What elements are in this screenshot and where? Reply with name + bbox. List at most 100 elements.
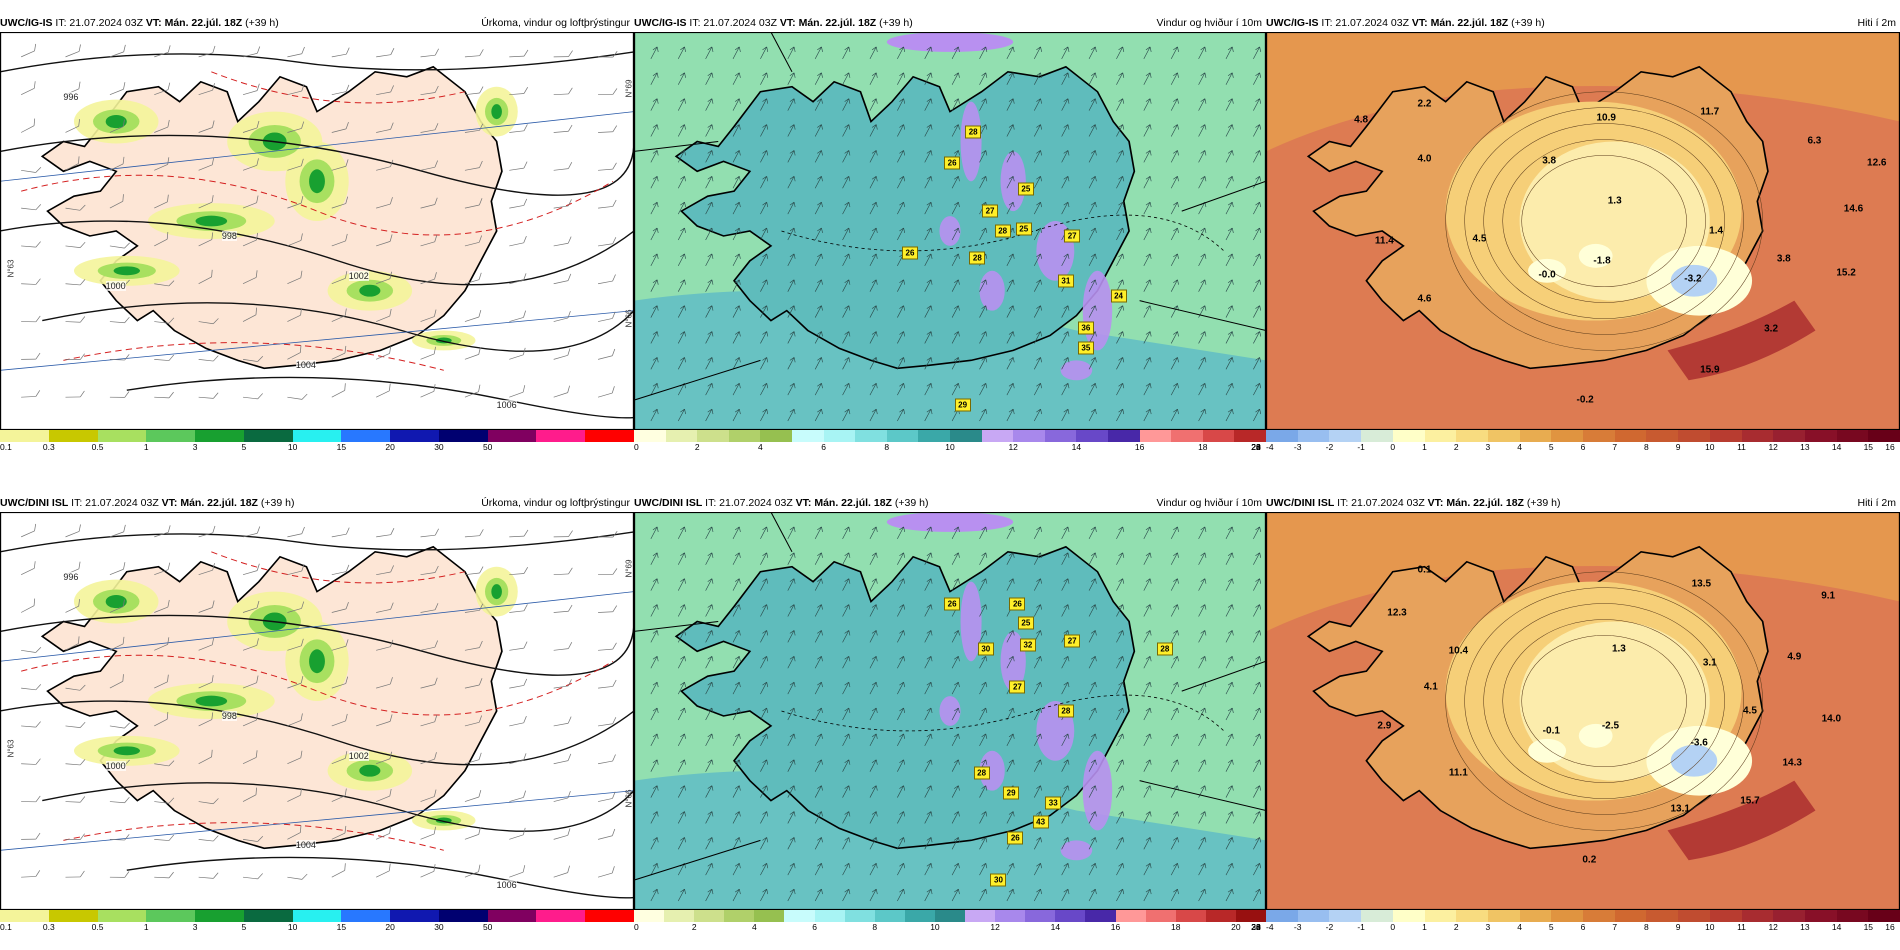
wind-barb xyxy=(464,827,481,840)
wind-barb xyxy=(553,273,572,285)
wind-arrow xyxy=(677,72,686,85)
wind-arrow xyxy=(814,811,823,824)
wind-arrow xyxy=(951,176,960,189)
wind-arrow xyxy=(979,176,988,189)
wind-arrow xyxy=(979,98,988,111)
wind-arrow xyxy=(1253,526,1262,539)
colorbar-tick-label: 10 xyxy=(287,922,298,932)
wind-arrow xyxy=(787,305,796,318)
region-border xyxy=(634,839,761,881)
wind-barb xyxy=(553,753,572,765)
colorbar-tick-label: 5 xyxy=(1548,442,1554,452)
wind-arrow xyxy=(1198,331,1207,344)
wind-arrow xyxy=(1116,733,1125,746)
colorbar-swatch xyxy=(1836,430,1869,442)
wind-arrow xyxy=(1061,888,1070,902)
wind-arrow xyxy=(924,98,933,111)
wind-arrow xyxy=(1198,98,1207,111)
colorbar-tick-label: 4 xyxy=(1517,442,1522,452)
colorbar-swatch xyxy=(728,430,761,442)
wind-arrow xyxy=(677,578,686,591)
wind-arrow xyxy=(924,656,933,669)
wind-arrow xyxy=(1143,862,1152,876)
wind-barb xyxy=(420,826,436,840)
wind-arrow xyxy=(842,578,851,591)
isotherm xyxy=(1483,603,1725,799)
wind-arrow xyxy=(1033,526,1042,539)
wind-arrow xyxy=(897,785,906,798)
wind-arrow xyxy=(677,253,686,266)
wind-barb xyxy=(242,356,264,362)
wind-arrow xyxy=(814,408,823,422)
wind-arrow xyxy=(705,578,714,591)
wind-barb xyxy=(464,49,484,58)
wind-arrow xyxy=(842,124,851,137)
wind-barb xyxy=(553,162,573,171)
colorbar xyxy=(0,910,634,922)
colorbar-swatch xyxy=(1085,910,1116,922)
gust-area xyxy=(886,32,1014,52)
wind-barb xyxy=(65,204,86,211)
wind-arrow xyxy=(1143,331,1152,344)
wind-barb xyxy=(598,237,617,247)
wind-arrow xyxy=(1006,150,1015,163)
wind-arrow xyxy=(732,785,741,798)
temperature-value-label: -2.5 xyxy=(1601,720,1620,732)
grid-latitude-label: N°66 xyxy=(624,309,634,328)
wind-arrow xyxy=(650,124,659,137)
wind-arrow xyxy=(1006,98,1015,111)
wind-barb xyxy=(242,600,260,613)
wind-arrow xyxy=(1061,681,1070,695)
wind-barb xyxy=(65,279,86,286)
colorbar-swatch xyxy=(48,910,98,922)
wind-arrow xyxy=(1225,707,1234,721)
wind-arrow xyxy=(814,72,823,85)
wind-arrow xyxy=(677,604,686,617)
panel-header: UWC/IG-IS IT: 21.07.2024 03Z VT: Mán. 22… xyxy=(1266,14,1900,32)
wind-barb xyxy=(154,834,175,841)
colorbar-tick-label: 10 xyxy=(1705,922,1715,932)
wind-arrow xyxy=(842,888,851,902)
wind-arrow xyxy=(869,888,878,902)
wind-barb xyxy=(464,566,484,576)
isotherm xyxy=(1464,587,1744,815)
colorbar-swatch xyxy=(1424,430,1457,442)
colorbar-swatch xyxy=(97,430,147,442)
wind-arrow xyxy=(1088,759,1097,772)
wind-arrow xyxy=(869,681,878,695)
wind-arrow xyxy=(842,785,851,798)
colorbar-tick-label: -4 xyxy=(1266,442,1274,452)
wind-arrow xyxy=(787,707,796,721)
wind-arrow xyxy=(705,253,714,266)
map-canvas xyxy=(1266,512,1900,910)
wind-arrow xyxy=(760,357,769,370)
wind-barb xyxy=(20,81,36,95)
temperature-value-label: 3.1 xyxy=(1702,657,1717,669)
wind-barb xyxy=(198,157,215,171)
isobar-line xyxy=(126,856,634,899)
colorbar-swatch xyxy=(634,910,665,922)
wind-arrow xyxy=(1088,382,1097,396)
colorbar-swatch xyxy=(536,910,586,922)
wind-arrow xyxy=(1170,552,1179,565)
wind-arrow xyxy=(760,552,769,565)
wind-barb xyxy=(154,562,171,576)
wind-arrow xyxy=(814,707,823,721)
wind-barb xyxy=(553,716,572,727)
wind-barb xyxy=(376,383,391,398)
wind-arrow xyxy=(1198,837,1207,850)
wind-arrow xyxy=(814,150,823,163)
wind-arrow xyxy=(1170,382,1179,396)
wind-arrow xyxy=(677,526,686,539)
colorbar-tick-label: -3 xyxy=(1293,922,1302,932)
district-boundary xyxy=(781,214,1225,252)
wind-arrow xyxy=(1225,150,1234,163)
wind-barb xyxy=(420,714,438,727)
colorbar-swatch xyxy=(1583,910,1615,922)
wind-arrow xyxy=(1143,72,1152,85)
colorbar xyxy=(1266,910,1900,922)
colorbar-tick-label: 15 xyxy=(336,922,347,932)
gust-value-label: 27 xyxy=(982,204,999,218)
wind-arrow xyxy=(1170,888,1179,902)
precip-max xyxy=(113,266,141,276)
